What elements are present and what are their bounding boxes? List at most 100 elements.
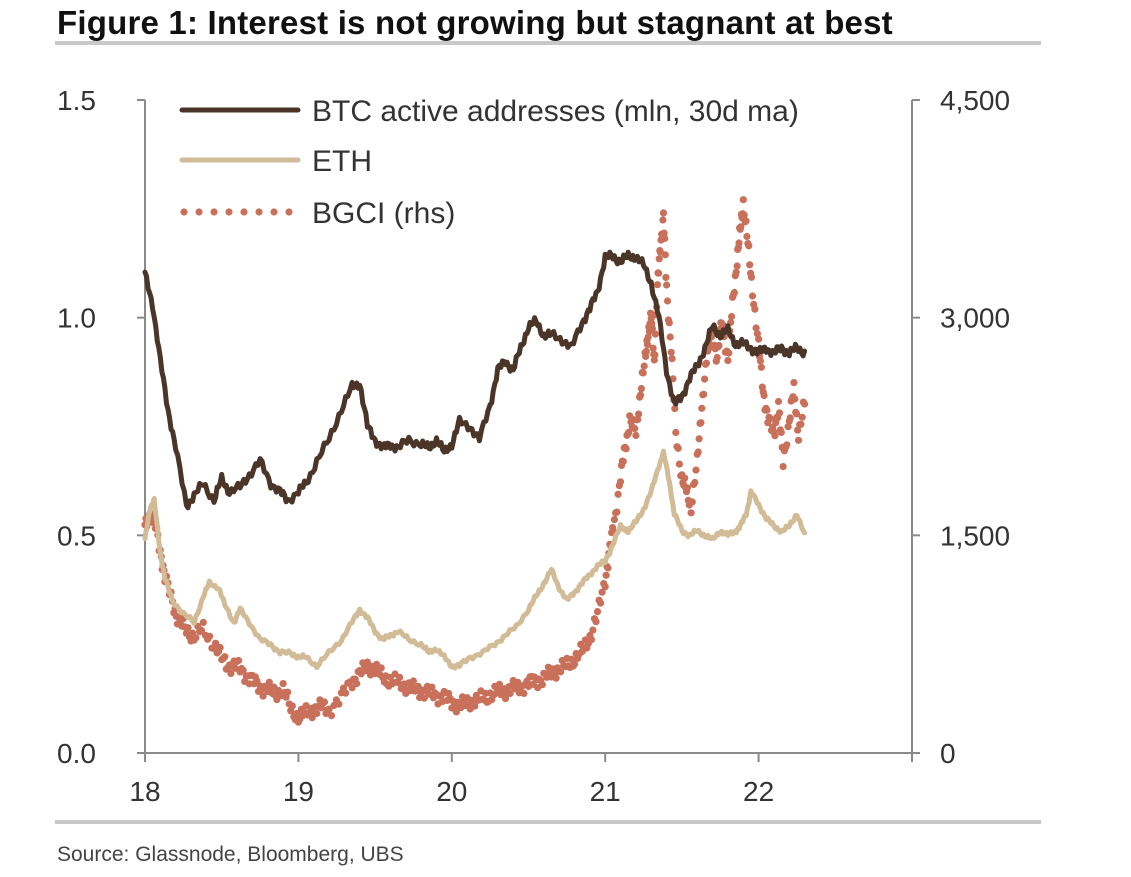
bgci-point (697, 419, 705, 427)
legend-swatch-dot (210, 208, 218, 216)
bgci-point (794, 436, 803, 444)
x-tick-label: 21 (590, 776, 621, 807)
bgci-point (227, 669, 235, 678)
bgci-point (786, 414, 794, 422)
bgci-point (668, 355, 676, 363)
legend-swatch-dot (225, 208, 233, 216)
bgci-point (148, 518, 156, 527)
bgci-point (751, 305, 759, 313)
bgci-point (784, 423, 792, 431)
left-tick-label: 1.0 (57, 303, 96, 334)
bgci-point (719, 321, 727, 329)
bgci-point (589, 626, 597, 634)
bgci-point (793, 410, 801, 418)
bgci-point (649, 344, 657, 352)
bgci-point (468, 696, 476, 704)
chart: 0.0 0.5 1.0 1.5 0 1,500 3,000 4,500 18 19 20 21 22 B… (57, 85, 1010, 807)
footer-rule (55, 820, 1041, 824)
bgci-point (471, 702, 479, 710)
bgci-point (614, 490, 622, 498)
bgci-point (659, 216, 667, 224)
bgci-point (743, 232, 751, 241)
bgci-point (691, 478, 699, 487)
figure-title: Figure 1: Interest is not growing but st… (57, 4, 893, 41)
bgci-point (348, 684, 356, 692)
bgci-point (791, 395, 799, 403)
bgci-point (695, 435, 703, 443)
bgci-point (570, 660, 579, 668)
bgci-point (752, 324, 760, 332)
bgci-point (735, 239, 743, 247)
bgci-point (747, 273, 756, 281)
bgci-point (766, 414, 774, 423)
left-tick-label: 0.5 (57, 520, 96, 551)
series-layer (141, 196, 809, 726)
bgci-point (452, 708, 460, 716)
legend-swatch-dot (195, 208, 203, 216)
bgci-point (377, 664, 385, 672)
bgci-point (663, 281, 671, 289)
bgci-point (597, 599, 605, 607)
bgci-point (235, 656, 243, 665)
bgci-point (733, 262, 741, 270)
legend-swatch-dot (285, 208, 293, 216)
legend-swatch-dot (180, 208, 188, 216)
bgci-point (760, 391, 768, 400)
bgci-point (651, 330, 660, 338)
bgci-point (725, 349, 733, 357)
bgci-point (625, 428, 633, 436)
bgci-point (687, 509, 695, 517)
bgci-point (320, 698, 329, 706)
bgci-point (587, 636, 596, 644)
bgci-point (692, 466, 700, 474)
bgci-point (683, 484, 692, 492)
bgci-point (643, 341, 652, 349)
bgci-point (701, 375, 709, 383)
bgci-point (659, 209, 668, 217)
bgci-point (790, 379, 798, 387)
bgci-point (212, 639, 220, 647)
bgci-point (661, 234, 669, 242)
right-tick-label: 0 (940, 738, 956, 769)
bgci-point (663, 297, 672, 305)
bgci-point (335, 700, 343, 708)
bgci-point (631, 425, 639, 433)
bgci-point (742, 217, 750, 225)
bgci-point (746, 261, 754, 269)
bgci-point (293, 709, 301, 718)
bgci-point (610, 516, 619, 524)
bgci-point (763, 406, 771, 414)
bgci-point (794, 426, 802, 434)
bgci-point (730, 288, 739, 297)
x-tick-label: 19 (283, 776, 314, 807)
right-tick-label: 3,000 (940, 303, 1010, 334)
legend-label: ETH (312, 145, 372, 178)
bgci-point (779, 463, 787, 471)
bgci-point (239, 666, 247, 674)
bgci-point (797, 420, 805, 428)
bgci-point (636, 391, 645, 399)
legend-label: BTC active addresses (mln, 30d ma) (312, 95, 799, 128)
legend-swatch-dot (255, 208, 263, 216)
bgci-point (557, 668, 565, 676)
x-tick-label: 22 (743, 776, 774, 807)
bgci-point (775, 409, 784, 417)
bgci-point (199, 618, 207, 627)
bgci-point (221, 653, 229, 661)
bgci-point (667, 348, 675, 356)
bgci-point (284, 688, 292, 696)
bgci-point (724, 357, 732, 365)
bgci-point (396, 673, 404, 682)
bgci-point (619, 457, 627, 466)
bgci-point (647, 309, 655, 317)
bgci-point (755, 335, 763, 343)
bgci-point (672, 428, 680, 437)
bgci-point (698, 404, 706, 412)
bgci-point (216, 643, 224, 652)
bgci-point (353, 680, 361, 688)
bgci-point (313, 709, 321, 718)
bgci-point (660, 229, 668, 237)
bgci-point (700, 390, 708, 398)
bgci-point (363, 658, 371, 666)
left-tick-label: 0.0 (57, 738, 96, 769)
